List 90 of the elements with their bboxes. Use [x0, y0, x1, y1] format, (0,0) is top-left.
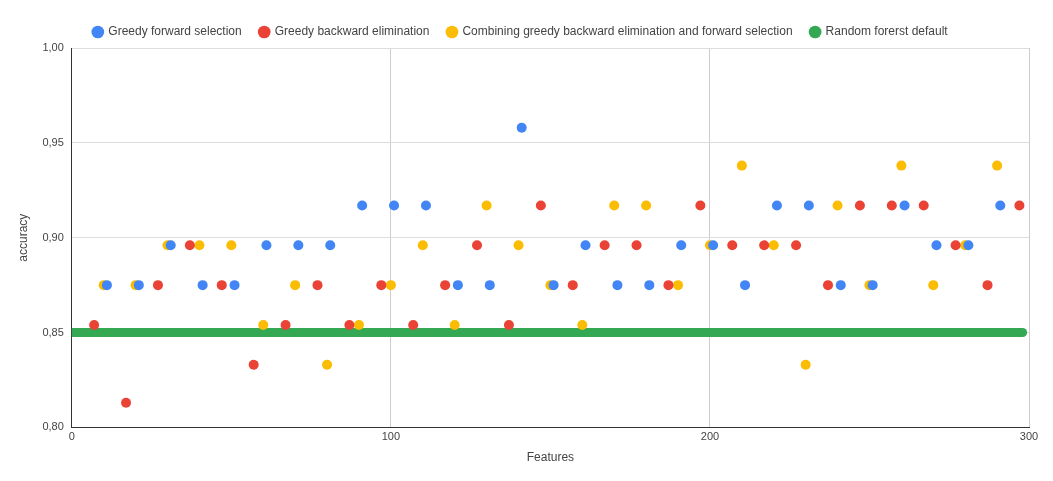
point: [854, 200, 865, 211]
y-tick-label: 1,00: [42, 41, 64, 54]
point: [673, 280, 684, 291]
point: [420, 200, 431, 211]
point: [290, 280, 301, 291]
point: [184, 240, 195, 251]
point: [609, 200, 620, 211]
point: [293, 240, 304, 251]
point: [580, 240, 591, 251]
point: [194, 240, 205, 251]
point: [577, 319, 588, 330]
point: [503, 319, 514, 330]
point: [385, 280, 396, 291]
point: [918, 200, 929, 211]
point: [226, 240, 237, 251]
point: [950, 240, 961, 251]
x-tick-label: 100: [381, 430, 401, 443]
point: [896, 160, 907, 171]
point: [248, 359, 259, 370]
point: [928, 280, 939, 291]
point: [481, 200, 492, 211]
point: [800, 359, 811, 370]
y-tick-label: 0,95: [42, 135, 64, 148]
x-tick-label: 300: [1019, 430, 1039, 443]
y-tick-label: 0,80: [42, 420, 64, 433]
point: [353, 319, 364, 330]
point: [982, 280, 993, 291]
x-tick-label: 0: [68, 430, 75, 443]
point: [676, 240, 687, 251]
point: [1014, 200, 1025, 211]
point: [408, 319, 419, 330]
y-axis-title: accuracy: [15, 213, 30, 262]
point: [822, 280, 833, 291]
point: [516, 122, 527, 133]
point: [312, 280, 323, 291]
point: [663, 280, 674, 291]
legend-label: Greedy forward selection: [108, 24, 242, 39]
point: [216, 280, 227, 291]
point: [835, 280, 846, 291]
point: [535, 200, 546, 211]
y-tick-label: 0,85: [42, 325, 64, 338]
point: [261, 240, 272, 251]
point: [886, 200, 897, 211]
point: [152, 280, 163, 291]
point: [759, 240, 770, 251]
point: [727, 240, 738, 251]
point: [899, 200, 910, 211]
legend-label: Random forerst default: [825, 24, 949, 39]
point: [803, 200, 814, 211]
point: [258, 319, 269, 330]
x-axis-title: Features: [526, 450, 575, 465]
point: [280, 319, 291, 330]
point: [768, 240, 779, 251]
point: [229, 280, 240, 291]
point: [631, 240, 642, 251]
point: [599, 240, 610, 251]
point: [612, 280, 623, 291]
point: [695, 200, 706, 211]
point: [992, 160, 1003, 171]
point: [708, 240, 719, 251]
point: [322, 359, 333, 370]
point: [513, 240, 524, 251]
point: [344, 319, 355, 330]
point: [641, 200, 652, 211]
y-tick-label: 0,90: [42, 230, 64, 243]
point: [484, 280, 495, 291]
point: [449, 319, 460, 330]
point: [472, 240, 483, 251]
point: [89, 319, 100, 330]
point: [791, 240, 802, 251]
point: [325, 240, 336, 251]
point: [995, 200, 1006, 211]
point: [736, 160, 747, 171]
point: [121, 397, 132, 408]
point: [452, 280, 463, 291]
point: [771, 200, 782, 211]
point: [357, 200, 368, 211]
point: [567, 280, 578, 291]
legend-label: Greedy backward elimination: [274, 24, 430, 39]
point: [740, 280, 751, 291]
point: [389, 200, 400, 211]
point: [832, 200, 843, 211]
point: [440, 280, 451, 291]
point: [417, 240, 428, 251]
x-tick-label: 200: [700, 430, 720, 443]
point: [197, 280, 208, 291]
legend-label: Combining greedy backward elimination and forward selection: [462, 24, 793, 39]
point: [376, 280, 387, 291]
point: [644, 280, 655, 291]
point: [931, 240, 942, 251]
